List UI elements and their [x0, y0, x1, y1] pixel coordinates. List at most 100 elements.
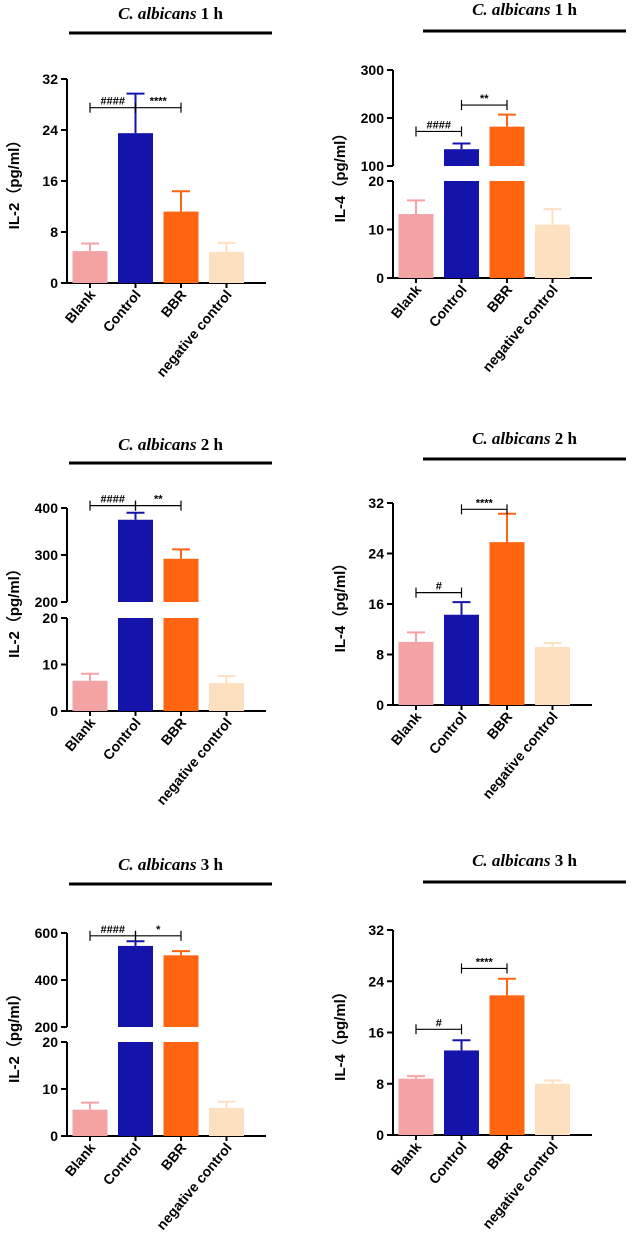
y-tick-label: 400 [35, 972, 59, 988]
y-tick-label: 10 [368, 222, 384, 238]
bar [72, 680, 108, 711]
x-tick-label: Blank [388, 281, 425, 321]
chart-title-italic: C. albicans [118, 4, 197, 23]
x-tick-label: BBR [158, 287, 190, 321]
x-tick-label: Control [100, 1140, 144, 1188]
chart-title: C. albicans 2 h [472, 429, 577, 448]
y-axis-label: IL-4（pg/ml） [331, 556, 349, 653]
bar [398, 641, 434, 705]
chart-title-suffix: 3 h [196, 855, 223, 874]
chart-title: C. albicans 1 h [118, 4, 223, 23]
y-axis-label: IL-4（pg/ml） [331, 126, 349, 223]
bar [444, 614, 479, 705]
significance-label: # [436, 1017, 442, 1029]
y-tick-label: 20 [368, 173, 384, 189]
y-tick-label: 8 [376, 1076, 384, 1092]
bar [72, 251, 108, 283]
x-tick-label: BBR [484, 1139, 516, 1173]
chart-title-italic: C. albicans [472, 851, 551, 870]
y-tick-label: 100 [361, 158, 385, 174]
y-tick-label: 300 [35, 547, 59, 563]
bar-lower [118, 1042, 153, 1136]
bar [209, 1107, 244, 1136]
x-tick-label: BBR [484, 282, 516, 316]
x-tick-label: BBR [158, 715, 190, 749]
significance-label: #### [101, 924, 125, 936]
bar [489, 995, 525, 1135]
x-tick-label: Control [100, 715, 144, 763]
bar-upper [118, 519, 153, 602]
x-tick-label: Blank [388, 1138, 425, 1178]
significance-label: #### [101, 494, 125, 506]
y-tick-label: 200 [35, 594, 59, 610]
bar [72, 1109, 108, 1136]
chart-panel: C. albicans 3 h 0 8 16 24 32 IL-4（pg/ml） Blank C… [331, 851, 626, 1232]
chart-title-suffix: 3 h [550, 851, 577, 870]
x-tick-label: Blank [62, 714, 99, 754]
x-tick-label: BBR [484, 709, 516, 743]
y-tick-label: 16 [368, 1025, 384, 1041]
y-tick-label: 300 [361, 62, 385, 78]
bar [163, 211, 199, 283]
bar-lower [163, 618, 199, 711]
bar-lower [118, 618, 153, 711]
bar-lower [163, 1042, 199, 1136]
bar [444, 1050, 479, 1135]
x-tick-label: Blank [388, 708, 425, 748]
x-tick-label: Control [426, 709, 470, 757]
significance-label: # [436, 581, 442, 593]
bar-upper [163, 558, 199, 602]
significance-label: ** [154, 494, 163, 506]
bar-upper [118, 945, 153, 1027]
y-tick-label: 0 [376, 1127, 384, 1143]
bar [535, 1083, 570, 1135]
chart-title-italic: C. albicans [118, 855, 197, 874]
x-tick-label: Blank [62, 1139, 99, 1179]
y-tick-label: 24 [368, 973, 384, 989]
y-tick-label: 0 [376, 697, 384, 713]
y-tick-label: 400 [35, 500, 59, 516]
x-tick-label: Control [426, 282, 470, 330]
bar-lower [489, 181, 525, 278]
y-tick-label: 200 [361, 110, 385, 126]
chart-title-italic: C. albicans [472, 0, 551, 19]
chart-title: C. albicans 2 h [118, 435, 223, 454]
chart-title-suffix: 1 h [196, 4, 223, 23]
bar-lower [444, 181, 479, 278]
bar [535, 224, 570, 278]
chart-title-suffix: 1 h [550, 0, 577, 19]
y-tick-label: 0 [50, 703, 58, 719]
chart-title: C. albicans 3 h [118, 855, 223, 874]
significance-label: **** [476, 956, 494, 968]
y-tick-label: 0 [50, 275, 58, 291]
bar [398, 213, 434, 278]
y-tick-label: 0 [50, 1128, 58, 1144]
y-tick-label: 16 [42, 173, 58, 189]
bar [209, 251, 244, 283]
x-tick-label: BBR [158, 1140, 190, 1174]
y-axis-label: IL-2（pg/ml） [5, 986, 23, 1083]
x-tick-label: Control [426, 1139, 470, 1187]
bar [209, 683, 244, 711]
y-tick-label: 10 [42, 657, 58, 673]
y-tick-label: 16 [368, 596, 384, 612]
y-tick-label: 32 [368, 922, 384, 938]
y-tick-label: 8 [50, 224, 58, 240]
y-tick-label: 200 [35, 1019, 59, 1035]
significance-label: **** [476, 497, 494, 509]
y-tick-label: 32 [368, 495, 384, 511]
y-tick-label: 0 [376, 270, 384, 286]
y-tick-label: 32 [42, 71, 58, 87]
x-tick-label: Blank [62, 286, 99, 326]
bar [489, 542, 525, 705]
bar [535, 646, 570, 705]
y-axis-label: IL-4（pg/ml） [331, 984, 349, 1081]
y-tick-label: 8 [376, 647, 384, 663]
chart-title: C. albicans 1 h [472, 0, 577, 19]
